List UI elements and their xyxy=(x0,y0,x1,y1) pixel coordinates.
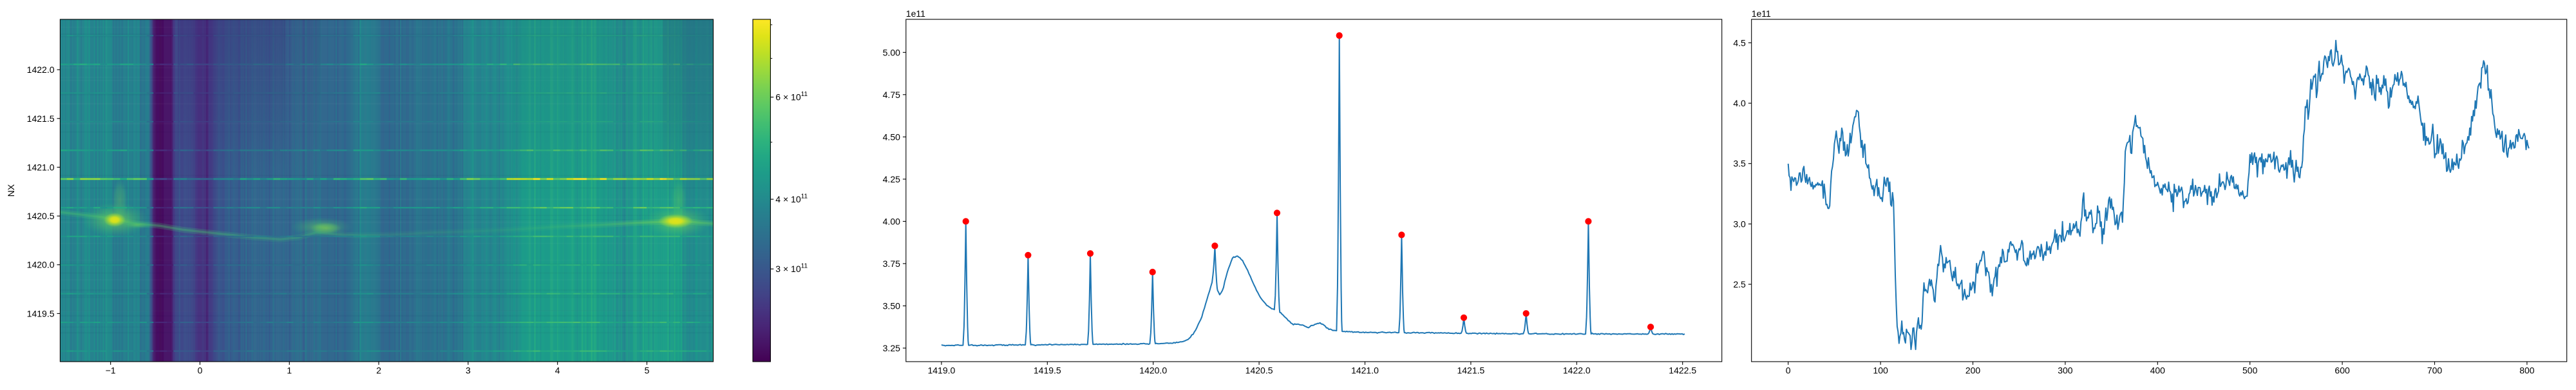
svg-text:1419.5: 1419.5 xyxy=(27,308,55,318)
svg-text:3: 3 xyxy=(466,365,471,375)
svg-text:100: 100 xyxy=(1873,365,1888,375)
svg-text:4 × 1011: 4 × 1011 xyxy=(775,193,808,205)
svg-text:1421.5: 1421.5 xyxy=(1457,365,1484,375)
svg-text:3.25: 3.25 xyxy=(883,343,900,353)
svg-text:0: 0 xyxy=(1786,365,1791,375)
svg-text:3.75: 3.75 xyxy=(883,258,900,269)
svg-text:800: 800 xyxy=(2519,365,2535,375)
svg-text:1420.5: 1420.5 xyxy=(27,211,55,221)
svg-text:2: 2 xyxy=(376,365,381,375)
svg-text:4.00: 4.00 xyxy=(883,216,900,226)
svg-text:1e11: 1e11 xyxy=(1752,8,1771,19)
svg-text:1422.5: 1422.5 xyxy=(1669,365,1696,375)
svg-text:1420.5: 1420.5 xyxy=(1245,365,1273,375)
svg-text:3.0: 3.0 xyxy=(1733,219,1746,229)
svg-text:500: 500 xyxy=(2242,365,2258,375)
svg-text:NX: NX xyxy=(6,184,16,197)
svg-text:600: 600 xyxy=(2334,365,2350,375)
svg-text:4.0: 4.0 xyxy=(1733,98,1746,108)
svg-text:3.5: 3.5 xyxy=(1733,159,1746,169)
svg-text:1421.0: 1421.0 xyxy=(27,162,55,172)
svg-text:5.00: 5.00 xyxy=(883,47,900,57)
svg-text:4: 4 xyxy=(555,365,560,375)
svg-text:4.75: 4.75 xyxy=(883,90,900,100)
svg-text:4.50: 4.50 xyxy=(883,132,900,142)
svg-text:1420.0: 1420.0 xyxy=(27,260,55,270)
svg-text:4.25: 4.25 xyxy=(883,174,900,184)
svg-text:2.5: 2.5 xyxy=(1733,279,1746,289)
svg-text:0: 0 xyxy=(198,365,203,375)
svg-text:1422.0: 1422.0 xyxy=(27,64,55,75)
svg-text:700: 700 xyxy=(2427,365,2443,375)
svg-text:1422.0: 1422.0 xyxy=(1563,365,1591,375)
svg-text:3 × 1011: 3 × 1011 xyxy=(775,263,808,275)
svg-text:200: 200 xyxy=(1965,365,1981,375)
svg-text:5: 5 xyxy=(645,365,650,375)
svg-text:−1: −1 xyxy=(106,365,116,375)
svg-text:1419.5: 1419.5 xyxy=(1034,365,1061,375)
svg-text:1419.0: 1419.0 xyxy=(927,365,955,375)
svg-text:1e11: 1e11 xyxy=(906,8,925,19)
svg-text:300: 300 xyxy=(2058,365,2073,375)
svg-text:1420.0: 1420.0 xyxy=(1139,365,1167,375)
svg-text:1421.5: 1421.5 xyxy=(27,113,55,124)
svg-text:1421.0: 1421.0 xyxy=(1351,365,1379,375)
svg-text:6 × 1011: 6 × 1011 xyxy=(775,91,808,102)
svg-text:1: 1 xyxy=(287,365,292,375)
svg-text:4.5: 4.5 xyxy=(1733,37,1746,48)
svg-text:400: 400 xyxy=(2150,365,2166,375)
svg-text:3.50: 3.50 xyxy=(883,301,900,311)
